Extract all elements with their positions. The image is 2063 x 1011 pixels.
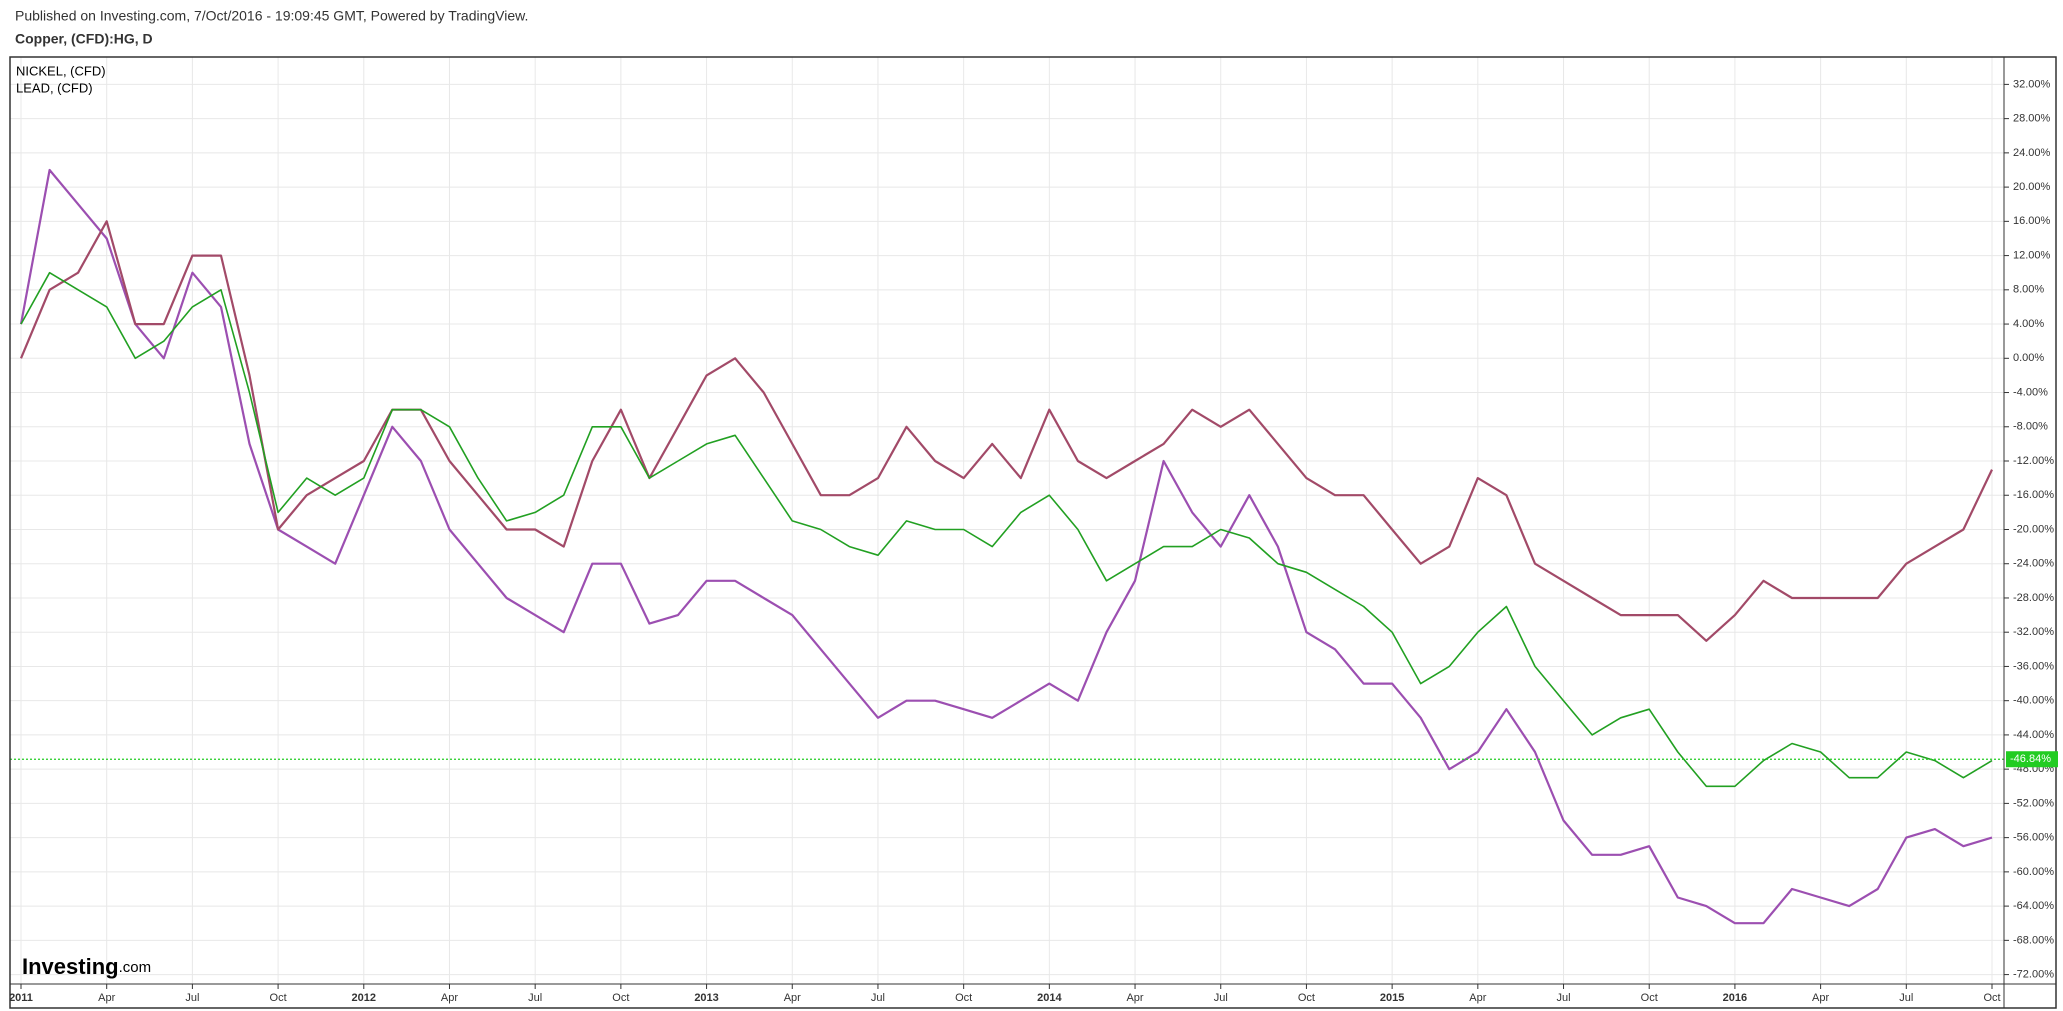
series-line (19, 220, 1993, 642)
x-tick-label: Oct (1298, 992, 1315, 1004)
plot (10, 168, 2004, 925)
x-tick-label: Apr (98, 992, 115, 1004)
x-tick-label: Oct (955, 992, 972, 1004)
y-tick-label: 4.00% (2013, 318, 2044, 330)
y-tick-label: -12.00% (2013, 455, 2054, 467)
legend-entry: LEAD, (CFD) (16, 80, 93, 95)
x-tick-label: 2015 (1380, 992, 1404, 1004)
x-tick-label: Jul (185, 992, 199, 1004)
series-line (19, 168, 1993, 925)
y-tick-label: -64.00% (2013, 900, 2054, 912)
y-tick-label: -36.00% (2013, 660, 2054, 672)
y-tick-label: 32.00% (2013, 78, 2051, 90)
y-tick-label: -60.00% (2013, 866, 2054, 878)
x-tick-label: 2014 (1037, 992, 1062, 1004)
logo-name: Investing (22, 954, 119, 979)
y-tick-label: 28.00% (2013, 113, 2051, 125)
y-tick-label: -72.00% (2013, 968, 2054, 980)
y-tick-label: -16.00% (2013, 489, 2054, 501)
logo: Investing.com (22, 954, 151, 979)
legend-entry: NICKEL, (CFD) (16, 63, 106, 78)
x-tick-label: Oct (270, 992, 287, 1004)
y-tick-label: 16.00% (2013, 215, 2051, 227)
y-tick-label: 20.00% (2013, 181, 2051, 193)
x-tick-label: Apr (1469, 992, 1486, 1004)
y-tick-label: -40.00% (2013, 695, 2054, 707)
price-label-box (2006, 751, 2058, 768)
x-tick-label: 2016 (1723, 992, 1747, 1004)
price-label: -46.84% (2010, 753, 2051, 765)
x-tick-label: Oct (1641, 992, 1658, 1004)
x-tick-label: Apr (441, 992, 458, 1004)
x-tick-label: Jul (528, 992, 542, 1004)
x-tick-label: Oct (1983, 992, 2000, 1004)
y-tick-label: -20.00% (2013, 523, 2054, 535)
y-tick-label: -68.00% (2013, 934, 2054, 946)
y-tick-label: -24.00% (2013, 558, 2054, 570)
x-tick-label: 2011 (9, 992, 33, 1004)
x-tick-label: Apr (784, 992, 801, 1004)
x-tick-label: Jul (1556, 992, 1570, 1004)
y-tick-label: -4.00% (2013, 386, 2048, 398)
x-tick-label: Jul (1214, 992, 1228, 1004)
y-tick-label: 12.00% (2013, 249, 2051, 261)
x-tick-label: Jul (1899, 992, 1913, 1004)
y-tick-label: 8.00% (2013, 284, 2044, 296)
grid (10, 57, 2004, 984)
source-text: Published on Investing.com, 7/Oct/2016 -… (15, 8, 528, 24)
y-tick-label: 0.00% (2013, 352, 2044, 364)
x-tick-label: Oct (612, 992, 629, 1004)
labels: 32.00% 28.00% 24.00% 20.00% 16.00% 12.00% 8.00… (9, 63, 2058, 1004)
y-tick-label: -52.00% (2013, 797, 2054, 809)
frame (9, 56, 2057, 1009)
copper-line (20, 271, 1993, 788)
y-tick-label: -8.00% (2013, 421, 2048, 433)
x-tick-label: 2012 (352, 992, 376, 1004)
y-tick-label: -56.00% (2013, 832, 2054, 844)
y-tick-label: -44.00% (2013, 729, 2054, 741)
y-tick-label: 24.00% (2013, 147, 2051, 159)
x-tick-label: Jul (871, 992, 885, 1004)
chart-title: Copper, (CFD):HG, D (15, 31, 153, 47)
x-tick-label: 2013 (694, 992, 718, 1004)
y-tick-label: -28.00% (2013, 592, 2054, 604)
x-tick-label: Apr (1812, 992, 1829, 1004)
x-tick-label: Apr (1126, 992, 1143, 1004)
logo-suffix: .com (119, 959, 152, 976)
y-tick-label: -32.00% (2013, 626, 2054, 638)
